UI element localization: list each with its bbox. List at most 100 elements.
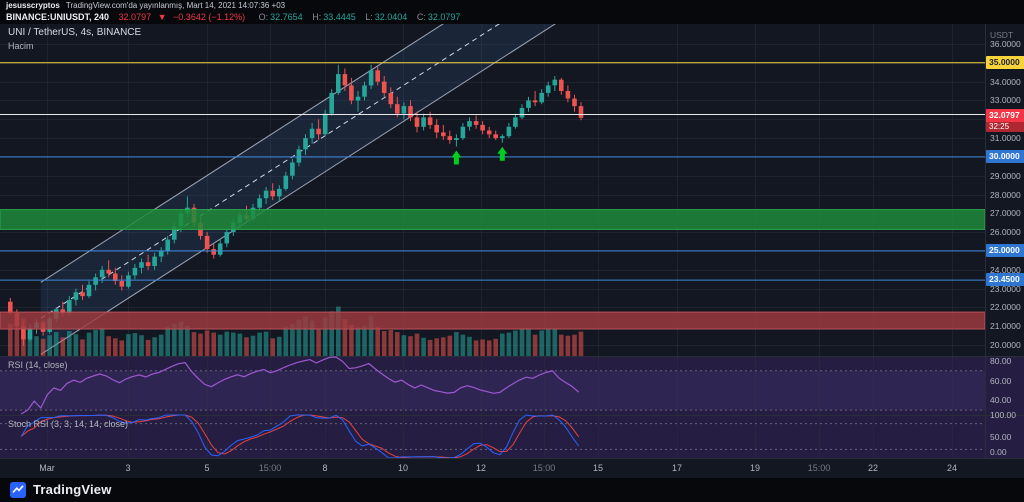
candle-body [322,113,328,135]
candle-body [572,98,577,107]
open-value: 32.7654 [270,12,303,22]
symbol-name[interactable]: BINANCE:UNIUSDT, 240 [6,12,110,22]
volume-bar [86,332,92,356]
candle-body [172,226,177,240]
rsi-tick-label: 60.00 [990,375,1012,386]
volume-legend[interactable]: Hacim [8,41,34,51]
candle-body [21,326,26,340]
volume-bar [493,338,498,356]
candle-body [513,117,518,127]
volume-bar [165,326,170,356]
chart-area[interactable]: UNI / TetherUS, 4s, BINANCE Hacim RSI (1… [0,24,1024,458]
candle-body [519,108,525,118]
candle-body [139,262,144,268]
time-axis-label: 8 [322,463,328,473]
volume-bar [73,334,79,356]
candle-body [93,277,98,285]
candle-body [80,292,85,297]
volume-bar [158,334,164,356]
candle-body [368,70,374,86]
candle-body [99,269,105,278]
volume-bar [244,337,249,356]
price-tick-label: 36.0000 [990,39,1021,49]
stoch-pane-label[interactable]: Stoch RSI (3, 3, 14, 14, close) [8,419,129,429]
publish-info: TradingView.com'da yayınlanmış, Mart 14,… [65,1,286,10]
candle-body [152,256,157,266]
candles [8,64,584,346]
volume-bar [198,333,203,356]
tradingview-logo-icon[interactable] [10,481,26,498]
candle-body [500,136,505,139]
candle-body [67,299,72,314]
time-axis-label: 17 [671,463,683,473]
volume-bar [263,331,269,356]
rsi-tick-label: 80.00 [990,355,1012,366]
volume-bar [60,337,66,356]
volume-bar [539,330,544,356]
stoch-tick-label: 100.00 [990,410,1016,420]
volume-bar [113,338,118,356]
candle-body [486,130,492,135]
candle-body [27,328,33,340]
symbol-legend[interactable]: UNI / TetherUS, 4s, BINANCE [8,27,142,38]
volume-bar [283,326,289,356]
volume-bar [119,340,125,356]
volume-bar [388,330,394,356]
volume-bar [145,339,151,356]
candle-body [388,92,394,105]
tradingview-brand[interactable]: TradingView [33,482,112,497]
volume-bar [80,339,85,356]
publisher-name[interactable]: jesusscryptos [6,1,60,10]
candle-body [165,239,170,251]
volume-bar [500,333,505,356]
candle-body [427,117,433,125]
chart-canvas[interactable] [0,24,1024,458]
candle-body [480,124,485,131]
time-axis-label: 24 [946,463,958,473]
volume-bar [34,336,39,356]
high-label: H: [312,12,322,22]
volume-bar [290,324,295,356]
volume-bar [336,306,341,356]
volume-bar [545,328,551,356]
red-demand-zone [0,311,986,330]
candle-body [381,81,387,93]
close-label: C: [416,12,426,22]
price-level-badge: 23.4500 [986,273,1024,287]
price-tick-label: 33.0000 [990,95,1021,106]
rsi-pane-label[interactable]: RSI (14, close) [8,360,68,370]
candle-body [421,117,426,127]
volume-bar [191,332,197,356]
volume-bar [185,325,190,356]
volume-bar [342,319,348,356]
volume-bar [27,333,33,356]
volume-bar [447,335,453,356]
price-tick-label: 23.0000 [990,283,1021,294]
price-change: −0.3642 (−1.12%) [173,12,246,22]
volume-bar [460,334,466,356]
candle-body [8,301,13,313]
candle-body [86,284,92,297]
volume-bar [93,330,98,356]
price-axis[interactable]: USDT36.000035.000034.000033.000032.00003… [985,24,1024,458]
candle-body [454,138,459,140]
price-tick-label: 22.0000 [990,302,1021,313]
time-axis-label: 15:00 [807,463,831,473]
time-axis-label: 15:00 [532,463,556,473]
time-axis[interactable]: Mar 3 5 15:00 8 10 12 15:00 15 17 19 15:00 22 24 [0,458,1024,478]
time-axis-label: 15:00 [258,463,282,473]
candle-body [532,100,538,103]
candle-body [106,269,111,274]
candle-body [441,132,446,137]
candle-body [126,275,131,287]
volume-bar [211,332,216,356]
candle-body [145,262,151,266]
stoch-tick-label: 0.00 [990,447,1007,457]
volume-bar [277,336,282,356]
volume-bar [355,327,361,356]
candle-body [277,188,282,197]
volume-bar [349,324,354,356]
price-tick-label: 34.0000 [990,76,1021,87]
volume-bar [421,337,426,356]
volume-bar [231,332,236,356]
